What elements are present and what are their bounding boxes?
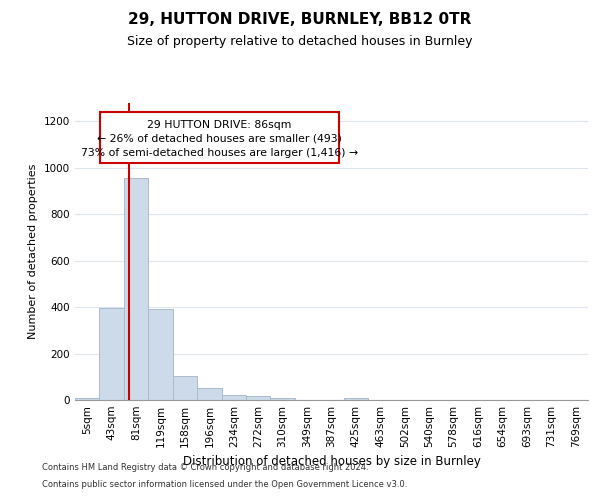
Bar [148, 310, 173, 400]
Text: 29 HUTTON DRIVE: 86sqm: 29 HUTTON DRIVE: 86sqm [148, 120, 292, 130]
Text: 73% of semi-detached houses are larger (1,416) →: 73% of semi-detached houses are larger (… [81, 148, 358, 158]
Text: Contains HM Land Registry data © Crown copyright and database right 2024.: Contains HM Land Registry data © Crown c… [42, 462, 368, 471]
Bar [221, 395, 246, 400]
Text: Size of property relative to detached houses in Burnley: Size of property relative to detached ho… [127, 35, 473, 48]
Y-axis label: Number of detached properties: Number of detached properties [28, 164, 38, 339]
Text: Contains public sector information licensed under the Open Government Licence v3: Contains public sector information licen… [42, 480, 407, 489]
Bar [197, 388, 221, 400]
X-axis label: Distribution of detached houses by size in Burnley: Distribution of detached houses by size … [182, 456, 481, 468]
Bar [75, 398, 100, 400]
FancyBboxPatch shape [100, 112, 340, 163]
Bar [271, 398, 295, 400]
Bar [344, 398, 368, 400]
Bar [124, 178, 148, 400]
Bar [246, 396, 271, 400]
Bar [173, 376, 197, 400]
Text: ← 26% of detached houses are smaller (493): ← 26% of detached houses are smaller (49… [97, 134, 342, 143]
Bar [100, 308, 124, 400]
Text: 29, HUTTON DRIVE, BURNLEY, BB12 0TR: 29, HUTTON DRIVE, BURNLEY, BB12 0TR [128, 12, 472, 28]
